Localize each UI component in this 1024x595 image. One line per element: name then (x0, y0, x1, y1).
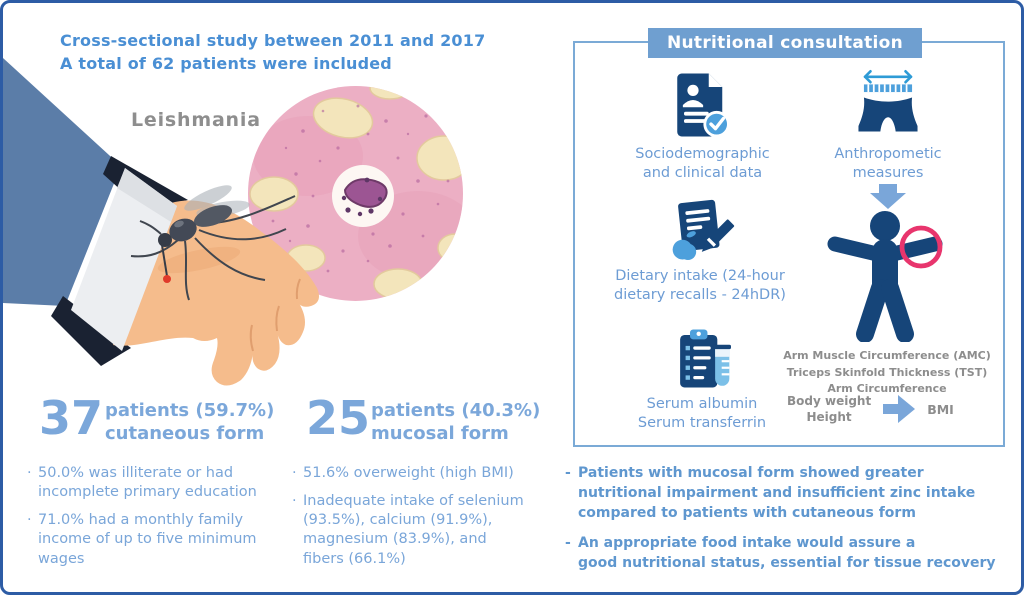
stat-cutaneous-count: 37 (39, 391, 104, 445)
hand-illustration (3, 58, 319, 386)
bullet-marker: · (27, 465, 32, 481)
dash-marker: - (565, 534, 571, 551)
down-arrow-icon (870, 184, 906, 209)
list-item: - Patients with mucosal form showed grea… (565, 464, 1021, 524)
dash-marker: - (565, 465, 571, 481)
cuff-shade (117, 168, 177, 222)
bullet-marker: · (292, 465, 297, 481)
clinical-record-icon (677, 73, 730, 138)
amastigote-cell (332, 165, 394, 227)
conclusions: - Patients with mucosal form showed grea… (565, 464, 1021, 573)
list-item: · Inadequate intake of selenium (93.5%),… (292, 492, 562, 569)
test-tube-icon (713, 344, 731, 386)
finding-text: 51.6% overweight (high BMI) (303, 465, 514, 481)
measuring-arrow-icon (863, 69, 913, 84)
list-item: · 50.0% was illiterate or had incomplete… (27, 464, 283, 502)
dietary-label: Dietary intake (24-hour dietary recalls … (614, 268, 786, 303)
stat-mucosal-label: patients (40.3%) mucosal form (371, 400, 541, 444)
serum-label: Serum albumin Serum transferrin (637, 396, 767, 431)
finger-creases (249, 278, 301, 352)
right-arrow-icon (883, 395, 916, 424)
findings-nutritional: · 51.6% overweight (high BMI) · Inadequa… (292, 464, 562, 569)
arm-highlight-circle (899, 225, 943, 269)
nutritional-consultation-panel: Nutritional consultation Sociodemographi… (573, 28, 1005, 447)
dietary-record-icon (672, 199, 735, 260)
bite-mark (163, 275, 171, 283)
cuff-trim-bottom (51, 296, 131, 366)
bullet-marker: · (292, 493, 297, 510)
list-lines (685, 345, 711, 380)
check-icon (703, 110, 730, 138)
pencil-icon (701, 219, 735, 252)
stat-mucosal-count: 25 (306, 391, 371, 445)
finding-text: 71.0% had a monthly family income of up … (38, 512, 257, 567)
list-item: - An appropriate food intake would assur… (565, 534, 1021, 574)
serum-test-icon (680, 329, 731, 388)
ruler-strip (863, 84, 913, 93)
sociodemographic-label: Sociodemographic and clinical data (635, 146, 770, 181)
list-item: · 71.0% had a monthly family income of u… (27, 511, 283, 568)
stat-cutaneous-label: patients (59.7%) cutaneous form (105, 400, 275, 444)
anthropometry-details: Arm Muscle Circumference (AMC) Triceps S… (783, 349, 991, 395)
conclusion-text: An appropriate food intake would assure … (578, 534, 996, 571)
bmi-flow: Body weight Height BMI (787, 393, 987, 425)
bmi-inputs-label: Body weight Height (787, 394, 872, 425)
leishmania-label: Leishmania (131, 109, 261, 131)
sleeve (3, 58, 121, 306)
bullet-marker: · (27, 512, 32, 529)
apple-icon (672, 231, 697, 260)
hips-silhouette (858, 97, 918, 132)
anthropometric-label: Anthropometic measures (834, 146, 942, 181)
list-item: · 51.6% overweight (high BMI) (292, 464, 562, 483)
study-title: Cross-sectional study between 2011 and 2… (60, 31, 486, 74)
mosquito-icon (130, 185, 296, 301)
conclusion-text: Patients with mucosal form showed greate… (578, 465, 976, 521)
findings-sociodemographic: · 50.0% was illiterate or had incomplete… (27, 464, 283, 569)
finding-text: 50.0% was illiterate or had incomplete p… (38, 465, 257, 501)
waist-measure-icon (858, 69, 918, 132)
bmi-output-label: BMI (927, 401, 954, 417)
cuff (71, 168, 177, 351)
panel-title: Nutritional consultation (648, 28, 922, 58)
finding-text: Inadequate intake of selenium (93.5%), c… (303, 493, 524, 567)
hand-shadow (157, 246, 241, 274)
person-anthropometry-icon (827, 211, 943, 342)
